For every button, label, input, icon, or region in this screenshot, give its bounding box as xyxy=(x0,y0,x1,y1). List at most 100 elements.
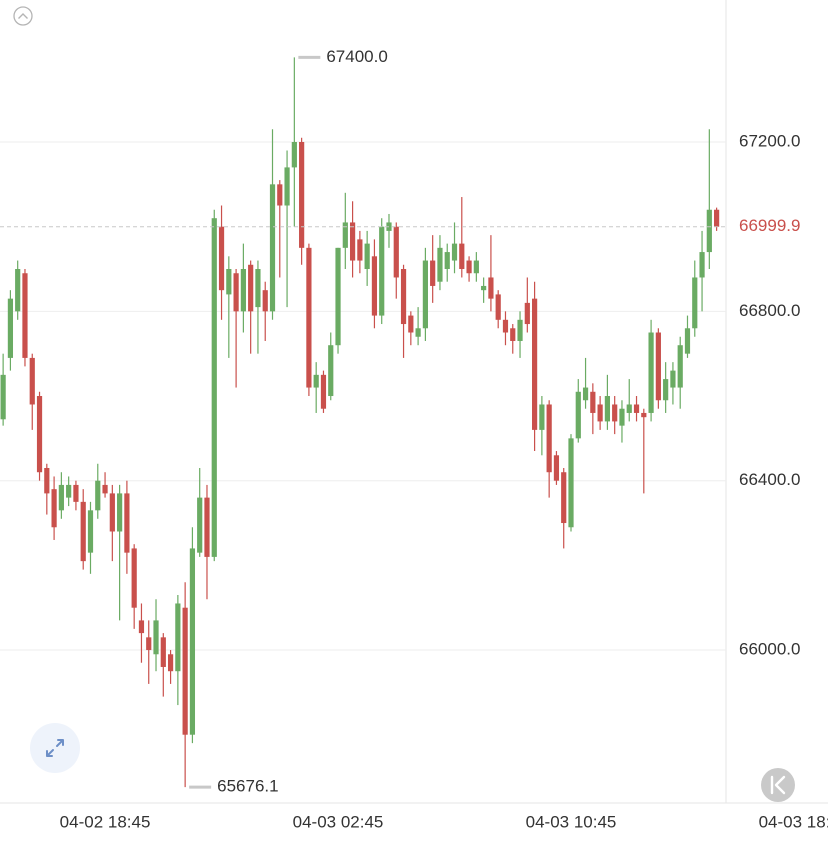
collapse-button[interactable] xyxy=(13,6,33,26)
candle-body xyxy=(95,480,101,511)
candle-body xyxy=(684,328,691,354)
candle-body xyxy=(590,391,596,413)
candle-body xyxy=(430,260,436,286)
candle-body xyxy=(488,277,494,299)
candle-body xyxy=(663,379,669,401)
candle-body xyxy=(619,408,625,426)
candle-body xyxy=(444,252,450,270)
max-marker-label: 67400.0 xyxy=(326,47,387,66)
candle-body xyxy=(531,298,538,430)
min-marker-label: 65676.1 xyxy=(217,777,278,796)
candle-body xyxy=(604,396,611,422)
candle-body xyxy=(0,374,6,420)
y-tick-label: 66000.0 xyxy=(739,640,800,659)
candle-body xyxy=(561,472,567,524)
candle-body xyxy=(248,264,254,312)
candle-body xyxy=(415,328,421,337)
candle-body xyxy=(582,387,589,401)
candle-body xyxy=(189,548,196,735)
candle-body xyxy=(502,319,509,333)
candle-body xyxy=(153,620,159,655)
candle-body xyxy=(131,548,137,608)
candle-body xyxy=(539,404,545,430)
candle-body xyxy=(306,247,312,388)
candle-body xyxy=(612,404,618,422)
candle-body xyxy=(124,493,130,553)
candle-body xyxy=(422,260,428,329)
candle-body xyxy=(15,269,21,312)
candle-body xyxy=(692,277,698,329)
fullscreen-button[interactable] xyxy=(30,723,80,773)
candle-body xyxy=(44,467,50,494)
candle-body xyxy=(160,637,166,667)
candle-body xyxy=(510,328,516,341)
candle-body xyxy=(182,607,188,735)
candle-body xyxy=(699,252,705,278)
last-price-label: 66999.9 xyxy=(739,216,800,235)
candle-body xyxy=(269,184,276,312)
candle-body xyxy=(262,290,268,312)
candle-body xyxy=(66,484,72,498)
candle-body xyxy=(357,239,363,261)
candle-body xyxy=(379,226,385,316)
candle-body xyxy=(451,243,458,261)
candle-body xyxy=(335,247,341,346)
candle-body xyxy=(226,269,232,295)
candle-body xyxy=(677,345,683,388)
candle-body xyxy=(400,269,407,325)
candle-body xyxy=(626,404,632,413)
candle-body xyxy=(328,345,334,397)
candle-body xyxy=(218,226,225,291)
candle-body xyxy=(481,285,487,291)
candle-body xyxy=(109,493,115,532)
candle-body xyxy=(7,298,14,358)
candle-body xyxy=(197,497,203,553)
last-price-label-bg xyxy=(728,215,828,238)
candle-body xyxy=(87,510,94,553)
candle-body xyxy=(167,654,174,672)
candle-body xyxy=(291,141,297,168)
candle-body xyxy=(524,302,530,325)
candle-body xyxy=(320,374,327,409)
candle-body xyxy=(546,404,552,473)
candle-body xyxy=(51,489,57,528)
y-tick-label: 66400.0 xyxy=(739,470,800,489)
x-tick-label: 04-03 10:45 xyxy=(526,812,617,831)
candle-body xyxy=(255,269,261,308)
candle-body xyxy=(364,243,370,270)
candle-body xyxy=(648,332,654,413)
candle-body xyxy=(459,243,465,270)
candle-body xyxy=(466,260,472,274)
candle-body xyxy=(146,637,152,651)
candle-body xyxy=(277,184,283,206)
candle-body xyxy=(138,620,145,634)
candle-body xyxy=(22,273,28,358)
candle-body xyxy=(102,484,108,494)
candle-body xyxy=(36,396,43,473)
candle-body xyxy=(175,603,181,672)
candle-body xyxy=(80,501,86,562)
candle-body xyxy=(240,269,246,312)
candle-body xyxy=(553,455,560,481)
candle-body xyxy=(714,209,720,227)
candle-body xyxy=(342,222,348,248)
candle-body xyxy=(408,315,414,333)
candle-body xyxy=(371,256,378,316)
x-tick-label: 04-02 18:45 xyxy=(60,812,151,831)
candle-body xyxy=(233,273,239,312)
x-tick-label: 04-03 02:45 xyxy=(293,812,384,831)
candle-body xyxy=(495,294,501,320)
candle-body xyxy=(473,260,479,274)
y-tick-label: 67200.0 xyxy=(739,131,800,150)
scroll-to-latest-button[interactable] xyxy=(761,768,795,802)
candle-body xyxy=(204,497,210,557)
candle-body xyxy=(299,141,305,248)
candle-body xyxy=(284,167,290,206)
plot: 66999.9 67400.0 65676.1 xyxy=(0,47,828,796)
x-tick-label: 04-03 18:45 xyxy=(759,812,828,831)
candle-body xyxy=(568,438,574,528)
candle-body xyxy=(517,319,523,341)
candle-body xyxy=(633,404,640,413)
candle-body xyxy=(655,332,661,401)
